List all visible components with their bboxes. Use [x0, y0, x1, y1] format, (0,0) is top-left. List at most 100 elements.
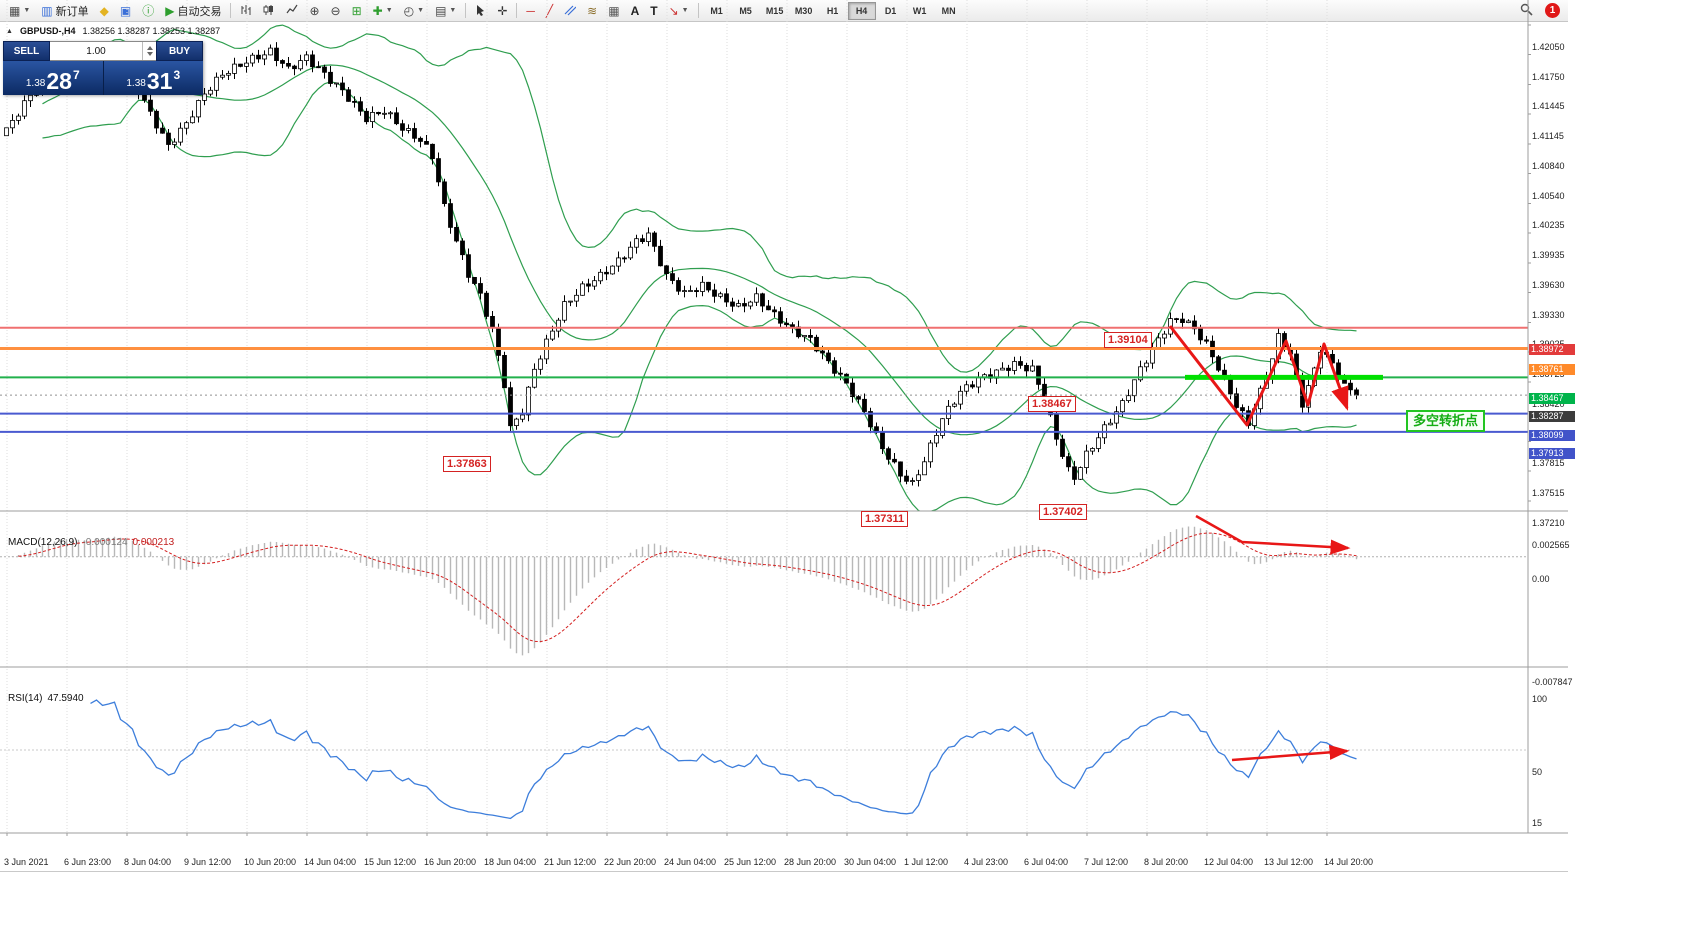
horizontal-line-button[interactable]: ─: [521, 1, 540, 21]
tile-windows-button[interactable]: ⊞: [347, 1, 367, 21]
bar-chart-icon: [240, 4, 252, 18]
zoom-out-button[interactable]: ⊖: [326, 1, 346, 21]
timeframe-group: M1 M5 M15 M30 H1 H4 D1 W1 MN: [703, 1, 963, 20]
text-button[interactable]: A: [626, 1, 645, 21]
time-axis-label: 10 Jun 20:00: [244, 857, 297, 867]
grid-lines: [6, 0, 1328, 833]
crosshair-button[interactable]: ✛: [492, 1, 512, 21]
rsi-name: RSI(14): [8, 693, 43, 704]
chevron-down-icon: ▼: [681, 7, 689, 14]
ohlc-values: 1.38256 1.38287 1.38253 1.38287: [82, 26, 221, 36]
candlestick-icon: [263, 4, 275, 18]
line-chart-button[interactable]: [281, 1, 303, 21]
buy-button[interactable]: BUY: [156, 41, 203, 61]
bollinger-bands: [42, 24, 1357, 511]
timeframe-h1[interactable]: H1: [826, 5, 839, 16]
tile-windows-icon: ⊞: [351, 3, 362, 18]
timeframe-mn[interactable]: MN: [941, 5, 956, 16]
timeframe-m15[interactable]: M15: [765, 5, 784, 16]
new-chart-icon: ▦: [9, 3, 21, 18]
trend-arrow: [1168, 325, 1349, 427]
rsi-line: [90, 699, 1357, 820]
arrows-button[interactable]: ↘ ▼: [664, 1, 694, 21]
fibonacci-button[interactable]: ≋: [582, 1, 602, 21]
cursor-button[interactable]: [470, 1, 491, 21]
mt4-window: ▦ ▼ ▥ 新订单 ◆ ▣ ⓘ ▶ 自动交易 ⊕ ⊖ ⊞ ✚ ▼ ◴ ▼ ▤ ▼ ✛ ─ ╱…: [0, 0, 1575, 872]
time-axis-label: 8 Jun 04:00: [124, 857, 172, 867]
time-axis-label: 8 Jul 20:00: [1144, 857, 1189, 867]
market-icon: ▣: [119, 3, 132, 18]
symbol-period-label: GBPUSD-,H4: [19, 26, 76, 36]
sell-price-display[interactable]: 1.38 28 7: [3, 61, 104, 95]
metaeditor-button[interactable]: ◆: [95, 1, 114, 21]
volume-up-icon[interactable]: [146, 46, 153, 50]
buy-price-prefix: 1.38: [126, 78, 146, 89]
periods-button[interactable]: ◴ ▼: [399, 1, 429, 21]
candlestick-button[interactable]: [258, 1, 280, 21]
notification-badge[interactable]: 1: [1545, 3, 1560, 18]
new-chart-button[interactable]: ▦ ▼: [4, 1, 35, 21]
timeframe-m1[interactable]: M1: [710, 5, 723, 16]
chart-canvas[interactable]: [0, 0, 1568, 849]
autotrade-play-icon: ▶: [165, 3, 175, 18]
buy-price-display[interactable]: 1.38 31 3: [104, 61, 204, 95]
horizontal-line-icon: ─: [526, 3, 535, 18]
rsi-value: 47.5940: [47, 693, 84, 704]
periods-icon: ◴: [403, 3, 415, 18]
templates-button[interactable]: ▤ ▼: [430, 1, 461, 21]
time-axis-label: 18 Jun 04:00: [484, 857, 537, 867]
text-label-button[interactable]: T: [645, 1, 662, 21]
volume-down-icon[interactable]: [146, 52, 153, 56]
indicators-button[interactable]: ✚ ▼: [368, 1, 398, 21]
timeframe-m5[interactable]: M5: [739, 5, 752, 16]
autotrade-label: 自动交易: [177, 5, 222, 18]
time-axis-label: 24 Jun 04:00: [664, 857, 717, 867]
trendline-icon: ╱: [545, 3, 554, 18]
autotrade-button[interactable]: ▶ 自动交易: [160, 1, 226, 21]
time-axis-label: 14 Jul 20:00: [1324, 857, 1374, 867]
horizontal-line-objects: [0, 326, 1528, 433]
zoom-in-icon: ⊕: [309, 3, 320, 18]
sell-button[interactable]: SELL: [3, 41, 50, 61]
bar-chart-button[interactable]: [235, 1, 257, 21]
macd-signal-value: 0.000213: [132, 537, 175, 548]
grid-icon: ▦: [608, 3, 620, 18]
help-button[interactable]: ⓘ: [137, 1, 159, 21]
time-axis-label: 22 Jun 20:00: [604, 857, 657, 867]
new-order-button[interactable]: ▥ 新订单: [36, 1, 93, 21]
timeframe-d1[interactable]: D1: [884, 5, 897, 16]
volume-field[interactable]: 1.00: [50, 41, 156, 61]
new-order-icon: ▥: [41, 3, 53, 18]
crosshair-icon: ✛: [497, 3, 508, 18]
market-button[interactable]: ▣: [115, 1, 136, 21]
volume-value[interactable]: 1.00: [86, 45, 106, 57]
channel-button[interactable]: [559, 1, 581, 21]
time-axis-label: 14 Jun 04:00: [304, 857, 357, 867]
time-axis-label: 4 Jul 23:00: [964, 857, 1009, 867]
rsi-label: RSI(14) 47.5940: [8, 693, 84, 704]
timeframe-w1[interactable]: W1: [912, 5, 927, 16]
grid-object-button[interactable]: ▦: [603, 1, 624, 21]
trendline-button[interactable]: ╱: [541, 1, 558, 21]
collapse-one-click-icon[interactable]: ▲: [6, 27, 13, 35]
line-chart-icon: [286, 4, 298, 18]
volume-stepper[interactable]: [142, 42, 156, 60]
chevron-down-icon: ▼: [385, 7, 393, 14]
fibonacci-icon: ≋: [587, 3, 598, 18]
zoom-in-button[interactable]: ⊕: [304, 1, 324, 21]
time-axis-label: 15 Jun 12:00: [364, 857, 417, 867]
chart-header: ▲ GBPUSD-,H4 1.38256 1.38287 1.38253 1.3…: [6, 26, 220, 36]
time-axis-label: 6 Jul 04:00: [1024, 857, 1069, 867]
toolbar-separator: [230, 3, 232, 18]
notification-count: 1: [1549, 5, 1556, 16]
info-icon: ⓘ: [142, 3, 155, 18]
macd-name: MACD(12,26,9): [8, 537, 78, 548]
timeframe-m30[interactable]: M30: [794, 5, 813, 16]
sell-price-prefix: 1.38: [25, 78, 46, 89]
timeframe-h4[interactable]: H4: [847, 1, 876, 20]
macd-signal-line: [18, 532, 1357, 643]
time-axis-label: 12 Jul 04:00: [1204, 857, 1254, 867]
cursor-icon: [475, 4, 486, 18]
chevron-down-icon: ▼: [449, 7, 457, 14]
